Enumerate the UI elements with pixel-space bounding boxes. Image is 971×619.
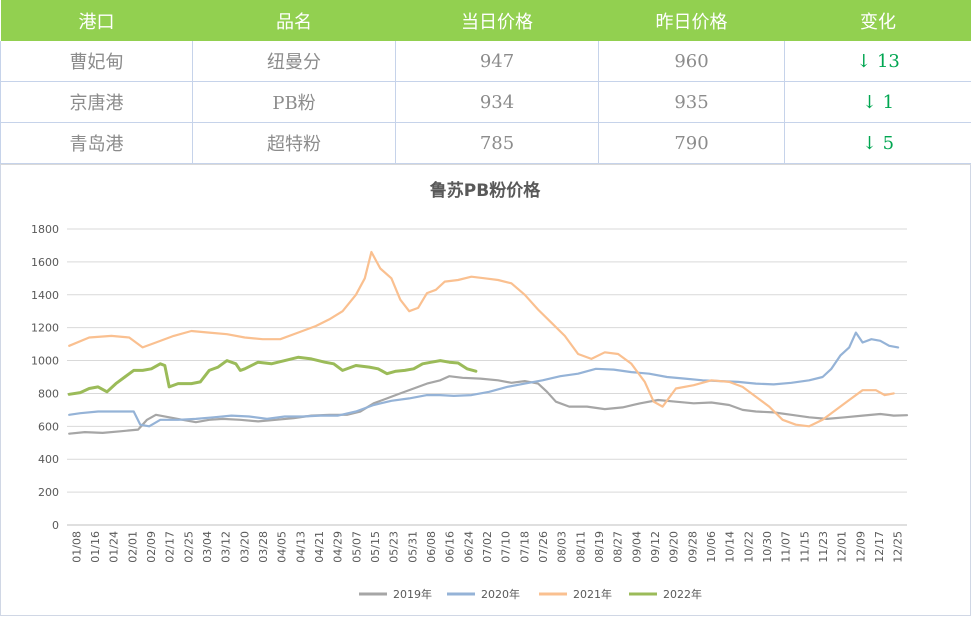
x-tick-label: 12/25 (892, 531, 905, 563)
y-tick-label: 200 (38, 486, 59, 499)
x-tick-label: 12/01 (836, 531, 849, 563)
x-tick-label: 11/15 (798, 531, 811, 563)
x-tick-label: 07/02 (481, 531, 494, 563)
header-yesterday-price: 昨日价格 (599, 0, 785, 41)
x-tick-label: 06/24 (462, 531, 475, 563)
y-tick-label: 1400 (31, 289, 59, 302)
y-tick-label: 1000 (31, 355, 59, 368)
cell-today-price: 934 (396, 82, 599, 123)
cell-today-price: 785 (396, 123, 599, 164)
chart-container: 鲁苏PB粉价格 0 200 400 600 800 1000 1200 1400 1600 180… (0, 164, 971, 616)
x-tick-label: 04/05 (276, 531, 289, 563)
legend-label: 2020年 (481, 587, 520, 601)
x-tick-label: 01/24 (108, 531, 121, 563)
table-row: 京唐港 PB粉 934 935 ↓ 1 (1, 82, 971, 123)
x-tick-label: 04/13 (294, 531, 307, 563)
cell-port: 曹妃甸 (1, 41, 193, 82)
y-tick-label: 1800 (31, 223, 59, 236)
x-axis: 01/08 01/16 01/24 02/01 02/09 02/17 02/25 03/04… (70, 531, 904, 563)
x-tick-label: 10/14 (724, 531, 737, 563)
series-line-2019年 (69, 376, 907, 434)
x-tick-label: 08/11 (574, 531, 587, 563)
x-tick-label: 05/31 (406, 531, 419, 563)
y-tick-label: 600 (38, 420, 59, 433)
cell-product: 纽曼分 (193, 41, 396, 82)
x-tick-label: 09/12 (649, 531, 662, 563)
x-tick-label: 03/28 (257, 531, 270, 563)
x-tick-label: 10/30 (761, 531, 774, 563)
chart-lines (69, 252, 907, 434)
x-tick-label: 05/15 (369, 531, 382, 563)
x-tick-label: 11/07 (780, 531, 793, 563)
y-tick-label: 400 (38, 453, 59, 466)
chart-grid (67, 229, 907, 525)
x-tick-label: 03/20 (238, 531, 251, 563)
x-tick-label: 08/27 (612, 531, 625, 563)
header-port: 港口 (1, 0, 193, 41)
x-tick-label: 12/09 (854, 531, 867, 563)
table-row: 青岛港 超特粉 785 790 ↓ 5 (1, 123, 971, 164)
cell-change: ↓ 1 (785, 82, 971, 123)
legend-label: 2021年 (573, 587, 612, 601)
x-tick-label: 05/07 (350, 531, 363, 563)
x-tick-label: 09/20 (668, 531, 681, 563)
table-row: 曹妃甸 纽曼分 947 960 ↓ 13 (1, 41, 971, 82)
x-tick-label: 07/26 (537, 531, 550, 563)
cell-product: 超特粉 (193, 123, 396, 164)
x-tick-label: 10/06 (705, 531, 718, 563)
y-tick-label: 0 (52, 519, 59, 532)
cell-today-price: 947 (396, 41, 599, 82)
series-line-2021年 (69, 252, 894, 426)
cell-change: ↓ 5 (785, 123, 971, 164)
x-tick-label: 12/17 (873, 531, 886, 563)
x-tick-label: 10/22 (742, 531, 755, 563)
x-tick-label: 02/25 (182, 531, 195, 563)
x-tick-label: 01/08 (70, 531, 83, 563)
header-today-price: 当日价格 (396, 0, 599, 41)
cell-yesterday-price: 935 (599, 82, 785, 123)
price-chart: 鲁苏PB粉价格 0 200 400 600 800 1000 1200 1400 1600 180… (1, 165, 970, 615)
legend-label: 2022年 (663, 587, 702, 601)
chart-title: 鲁苏PB粉价格 (430, 180, 541, 201)
header-change: 变化 (785, 0, 971, 41)
x-tick-label: 11/23 (817, 531, 830, 563)
cell-yesterday-price: 790 (599, 123, 785, 164)
legend-label: 2019年 (393, 587, 432, 601)
x-tick-label: 09/04 (630, 531, 643, 563)
x-tick-label: 09/28 (686, 531, 699, 563)
x-tick-label: 02/01 (126, 531, 139, 563)
y-tick-label: 1200 (31, 322, 59, 335)
x-tick-label: 04/29 (332, 531, 345, 563)
x-tick-label: 03/12 (220, 531, 233, 563)
x-tick-label: 05/23 (388, 531, 401, 563)
x-tick-label: 07/18 (518, 531, 531, 563)
y-axis: 0 200 400 600 800 1000 1200 1400 1600 1800 (31, 223, 59, 532)
cell-yesterday-price: 960 (599, 41, 785, 82)
x-tick-label: 02/17 (164, 531, 177, 563)
chart-legend: 2019年 2020年 2021年 2022年 (359, 587, 702, 601)
table-header-row: 港口 品名 当日价格 昨日价格 变化 (1, 0, 971, 41)
x-tick-label: 01/16 (89, 531, 102, 563)
cell-change: ↓ 13 (785, 41, 971, 82)
x-tick-label: 02/09 (145, 531, 158, 563)
y-tick-label: 1600 (31, 256, 59, 269)
x-tick-label: 08/03 (556, 531, 569, 563)
x-tick-label: 04/21 (313, 531, 326, 563)
x-tick-label: 06/08 (425, 531, 438, 563)
cell-port: 青岛港 (1, 123, 193, 164)
cell-product: PB粉 (193, 82, 396, 123)
x-tick-label: 03/04 (201, 531, 214, 563)
x-tick-label: 08/19 (593, 531, 606, 563)
header-product: 品名 (193, 0, 396, 41)
x-tick-label: 06/16 (444, 531, 457, 563)
y-tick-label: 800 (38, 387, 59, 400)
price-table: 港口 品名 当日价格 昨日价格 变化 曹妃甸 纽曼分 947 960 ↓ 13 … (0, 0, 971, 164)
cell-port: 京唐港 (1, 82, 193, 123)
x-tick-label: 07/10 (500, 531, 513, 563)
